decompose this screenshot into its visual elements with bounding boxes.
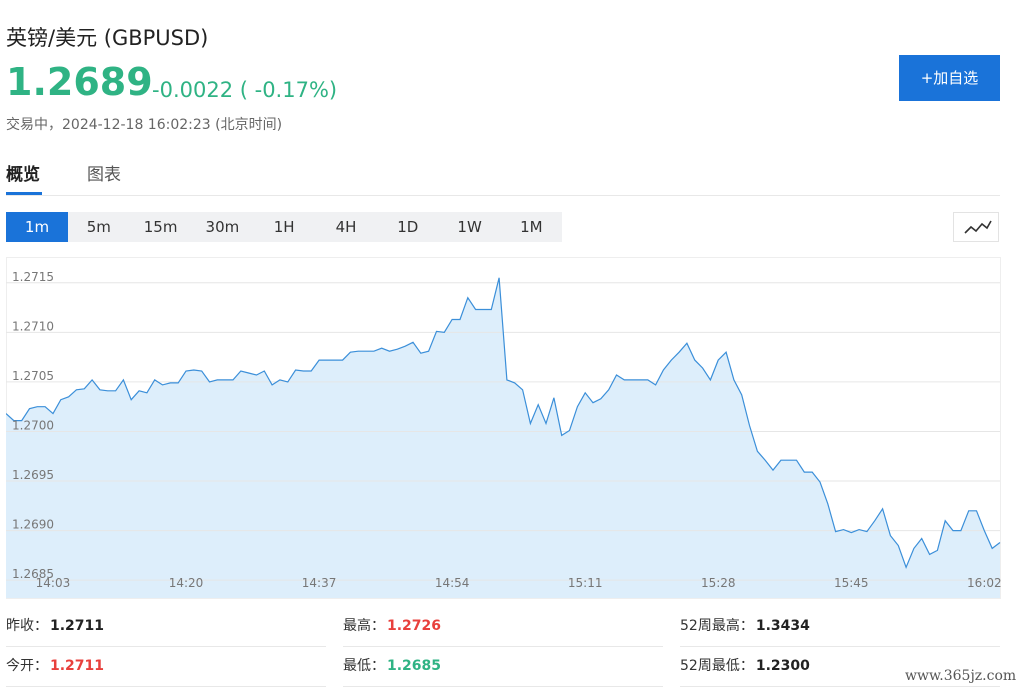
stat-divider bbox=[680, 686, 1000, 687]
x-tick-label: 16:02 bbox=[967, 576, 1001, 590]
stat-value: 1.2711 bbox=[50, 658, 105, 674]
change-pct: ( -0.17%) bbox=[239, 78, 338, 102]
timezone: (北京时间) bbox=[215, 117, 283, 133]
x-tick-label: 15:11 bbox=[568, 576, 603, 590]
interval-button[interactable]: 1M bbox=[520, 218, 543, 236]
stat-value: 1.2726 bbox=[387, 618, 442, 634]
x-tick-label: 14:54 bbox=[435, 576, 470, 590]
interval-button[interactable]: 4H bbox=[335, 218, 357, 236]
interval-button[interactable]: 1D bbox=[397, 218, 419, 236]
y-tick-label: 1.2715 bbox=[12, 270, 54, 284]
stat: 今开： 1.2711 bbox=[6, 655, 104, 675]
chart-type-icon bbox=[964, 220, 992, 234]
name: 英镑/美元 bbox=[6, 26, 98, 50]
stat-value: 1.2711 bbox=[50, 618, 105, 634]
change: -0.0022 ( -0.17%) bbox=[152, 78, 337, 102]
stat: 52周最高： 1.3434 bbox=[680, 615, 810, 635]
tab[interactable]: 图表 bbox=[87, 165, 121, 185]
y-tick-label: 1.2695 bbox=[12, 468, 54, 482]
stat-label: 52周最高： bbox=[680, 618, 754, 634]
change-abs: -0.0022 bbox=[152, 78, 234, 102]
chart: 1.2685 1.2690 1.2695 1.2700 1.2705 1.2710 1.27… bbox=[6, 257, 1001, 599]
stat-label: 最高： bbox=[343, 618, 385, 634]
price: 1.2689 bbox=[6, 60, 153, 104]
stat-divider bbox=[6, 646, 326, 647]
price-line bbox=[6, 277, 1001, 569]
stat-divider bbox=[343, 646, 663, 647]
status-time: 交易中，2024-12-18 16:02:23 bbox=[6, 117, 211, 133]
stat: 昨收： 1.2711 bbox=[6, 615, 104, 635]
tab-divider bbox=[6, 195, 1000, 196]
stat-label: 昨收： bbox=[6, 618, 48, 634]
instrument-title: 英镑/美元 (GBPUSD) bbox=[6, 22, 208, 52]
stat: 52周最低： 1.2300 bbox=[680, 655, 810, 675]
area-fill bbox=[6, 277, 1000, 598]
interval-button[interactable]: 30m bbox=[205, 218, 240, 236]
interval-button[interactable]: 5m bbox=[86, 218, 111, 236]
x-tick-label: 14:03 bbox=[36, 576, 71, 590]
x-tick-label: 15:28 bbox=[701, 576, 736, 590]
x-tick-label: 14:20 bbox=[169, 576, 204, 590]
y-tick-label: 1.2685 bbox=[12, 567, 54, 581]
x-tick-label: 14:37 bbox=[302, 576, 337, 590]
watermark: www.365jz.com bbox=[905, 668, 1017, 684]
chart-type-button[interactable] bbox=[953, 212, 999, 242]
stat-label: 今开： bbox=[6, 658, 48, 674]
stat-divider bbox=[680, 646, 1000, 647]
interval-button[interactable]: 1W bbox=[457, 218, 482, 236]
tab[interactable]: 概览 bbox=[6, 165, 40, 185]
x-tick-label: 15:45 bbox=[834, 576, 869, 590]
y-tick-label: 1.2705 bbox=[12, 369, 54, 383]
stat-divider bbox=[6, 686, 326, 687]
interval-bar: 1m 5m 15m 30m 1H 4H 1D 1W 1M bbox=[6, 212, 562, 242]
stat-value: 1.2300 bbox=[755, 658, 810, 674]
y-tick-label: 1.2690 bbox=[12, 518, 54, 532]
stat-divider bbox=[343, 686, 663, 687]
code: (GBPUSD) bbox=[103, 26, 209, 50]
y-tick-label: 1.2700 bbox=[12, 418, 54, 432]
stat-value: 1.2685 bbox=[387, 658, 442, 674]
stat: 最低： 1.2685 bbox=[343, 655, 441, 675]
stat-label: 最低： bbox=[343, 658, 385, 674]
add-watchlist-button[interactable]: +加自选 bbox=[899, 55, 1000, 101]
stat-label: 52周最低： bbox=[680, 658, 754, 674]
stat: 最高： 1.2726 bbox=[343, 615, 441, 635]
tab-underline bbox=[6, 192, 42, 195]
status: 交易中，2024-12-18 16:02:23 (北京时间) bbox=[6, 114, 282, 134]
stat-value: 1.3434 bbox=[755, 618, 810, 634]
interval-button[interactable]: 1m bbox=[6, 212, 68, 242]
y-tick-label: 1.2710 bbox=[12, 319, 54, 333]
interval-button[interactable]: 15m bbox=[143, 218, 178, 236]
interval-button[interactable]: 1H bbox=[273, 218, 295, 236]
